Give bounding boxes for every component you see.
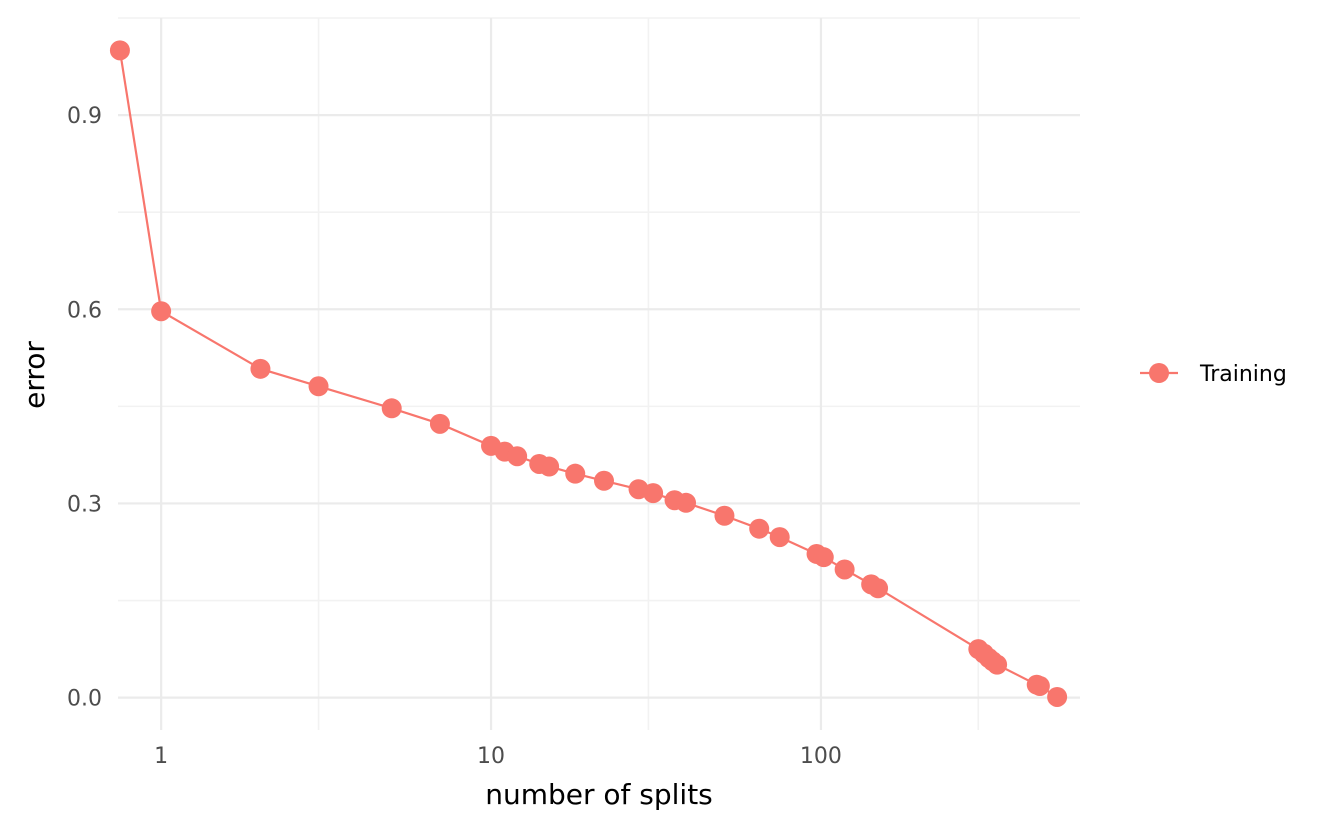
data-point [813, 547, 834, 568]
data-point [429, 413, 450, 434]
x-axis-tick-labels: 1 10 100 [154, 744, 842, 769]
legend-label-training: Training [1199, 362, 1287, 387]
data-point [381, 398, 402, 419]
y-tick-label: 0.3 [67, 492, 102, 517]
data-point [676, 492, 697, 513]
legend-key-point [1149, 363, 1169, 383]
data-point [714, 505, 735, 526]
data-point [1047, 686, 1068, 707]
data-point [151, 301, 172, 322]
data-point [593, 470, 614, 491]
y-axis-title: error [18, 341, 51, 409]
training-series-points [109, 40, 1068, 707]
data-point [987, 654, 1008, 675]
legend: Training [1140, 362, 1287, 387]
x-axis-title: number of splits [485, 778, 713, 811]
data-point [565, 463, 586, 484]
data-point [643, 483, 664, 504]
data-point [868, 578, 889, 599]
x-tick-label: 1 [154, 744, 168, 769]
y-axis-tick-labels: 0.0 0.3 0.6 0.9 [67, 104, 102, 712]
data-point [1029, 675, 1050, 696]
y-tick-label: 0.9 [67, 104, 102, 129]
data-point [769, 527, 790, 548]
data-point [834, 559, 855, 580]
data-point [109, 40, 130, 61]
x-tick-label: 10 [477, 744, 505, 769]
data-point [308, 376, 329, 397]
x-tick-label: 100 [800, 744, 842, 769]
y-tick-label: 0.6 [67, 298, 102, 323]
data-point [539, 456, 560, 477]
y-tick-label: 0.0 [67, 687, 102, 712]
data-point [749, 518, 770, 539]
data-point [250, 358, 271, 379]
data-point [507, 446, 528, 467]
gridlines [118, 17, 1080, 730]
